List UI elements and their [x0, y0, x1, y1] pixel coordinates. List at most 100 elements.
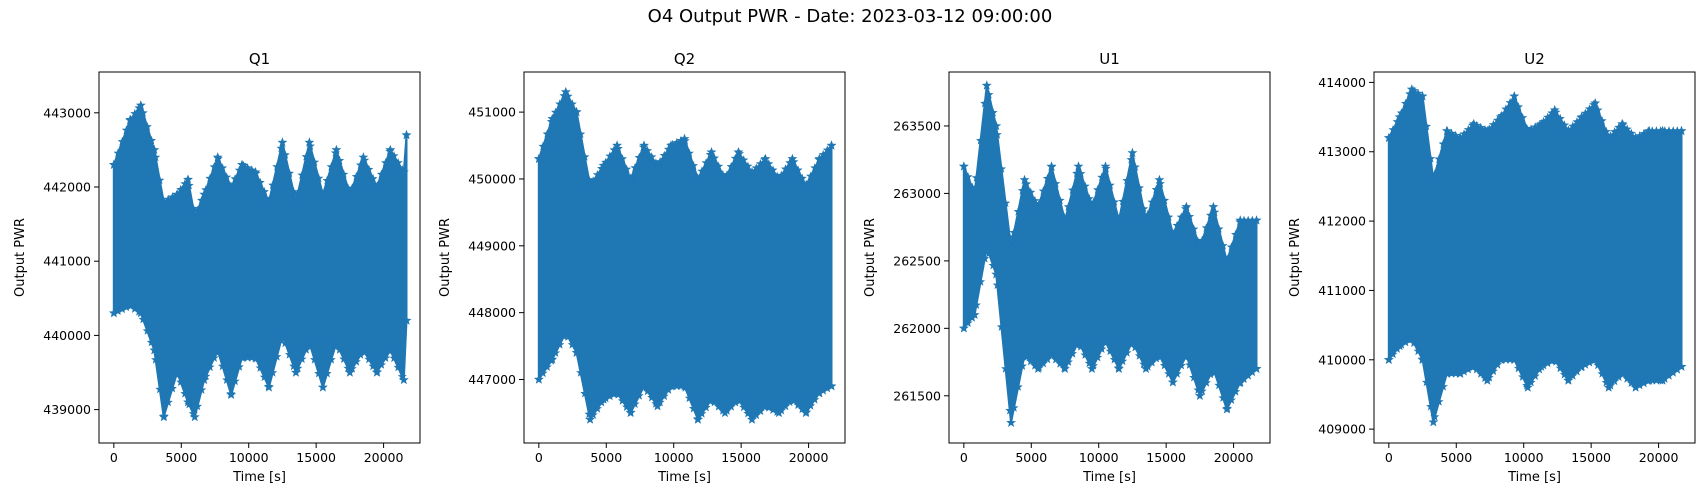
data-point	[969, 309, 980, 319]
data-point	[588, 410, 598, 419]
data-point	[551, 107, 561, 117]
data-point	[1563, 375, 1574, 385]
data-point	[730, 153, 740, 163]
data-point	[818, 149, 828, 159]
y-tick-label: 263500	[893, 118, 941, 133]
x-axis-label: Time [s]	[232, 470, 286, 485]
data-point	[1536, 361, 1547, 371]
data-point	[1505, 355, 1515, 364]
data-point	[1172, 220, 1182, 230]
data-point	[643, 145, 653, 155]
data-point	[376, 360, 386, 369]
data-point	[1635, 131, 1645, 140]
data-point	[639, 140, 649, 150]
data-point	[276, 335, 286, 345]
data-point	[250, 352, 261, 362]
data-point	[1518, 113, 1528, 122]
data-point	[981, 242, 992, 252]
x-tick-label: 5000	[1015, 450, 1047, 465]
data-point	[806, 401, 816, 410]
data-point	[1630, 382, 1641, 392]
data-point	[697, 409, 707, 418]
data-point	[617, 154, 627, 163]
data-point	[1114, 215, 1124, 225]
data-point	[1426, 401, 1436, 411]
data-point	[163, 194, 173, 204]
data-point	[818, 386, 828, 395]
data-point	[1555, 363, 1565, 373]
data-point	[651, 158, 661, 168]
data-point	[1143, 209, 1153, 219]
data-point	[1610, 127, 1620, 136]
data-point	[743, 408, 753, 418]
data-point	[151, 152, 161, 162]
data-point	[1243, 215, 1253, 225]
data-point	[625, 407, 636, 418]
data-point	[768, 405, 778, 414]
data-point	[1143, 362, 1153, 371]
data-point	[776, 405, 786, 415]
data-point	[280, 150, 290, 159]
data-point	[1438, 139, 1448, 148]
data-point	[1208, 363, 1219, 373]
data-point	[1568, 371, 1578, 380]
data-point	[684, 148, 694, 158]
data-point	[1046, 161, 1057, 171]
data-point	[305, 141, 315, 150]
y-tick-label: 409000	[1318, 422, 1366, 437]
data-point	[567, 99, 577, 108]
data-point	[622, 402, 632, 411]
x-tick-label: 5000	[165, 450, 197, 465]
data-point	[1226, 242, 1236, 251]
data-point	[718, 406, 728, 415]
data-point	[639, 381, 649, 391]
data-point	[393, 158, 403, 167]
data-point	[1495, 354, 1506, 364]
data-point	[1118, 196, 1128, 206]
subplot-title: Q1	[249, 50, 270, 68]
data-point	[218, 163, 228, 172]
data-point	[1214, 224, 1224, 233]
data-point	[284, 168, 294, 178]
axes-frame	[1373, 71, 1696, 444]
x-axis-label: Time [s]	[1507, 470, 1561, 485]
data-point	[776, 170, 786, 180]
data-point	[1617, 368, 1628, 378]
data-point	[1105, 346, 1115, 356]
data-point	[984, 248, 994, 258]
data-point	[1122, 348, 1132, 357]
data-point	[1513, 102, 1523, 111]
data-point	[1488, 366, 1498, 376]
data-point	[130, 304, 140, 313]
data-point	[679, 133, 690, 144]
data-point	[1447, 368, 1457, 378]
data-point	[317, 189, 328, 199]
data-point	[1097, 172, 1107, 182]
data-point	[218, 361, 228, 371]
data-point	[1518, 372, 1528, 381]
data-point	[339, 354, 349, 363]
data-point	[701, 158, 711, 167]
y-tick-label: 261500	[893, 388, 941, 403]
data-point	[108, 307, 119, 318]
data-point	[1005, 405, 1015, 415]
data-point	[1247, 367, 1257, 377]
data-point	[755, 159, 765, 168]
data-point	[1193, 236, 1203, 246]
data-point	[1463, 124, 1473, 134]
data-point	[1073, 336, 1084, 346]
data-point	[1476, 369, 1486, 378]
data-point	[1549, 104, 1560, 115]
data-point	[706, 394, 717, 404]
data-point	[401, 129, 412, 140]
data-point	[1383, 132, 1394, 143]
data-point	[672, 381, 682, 391]
data-point	[1639, 128, 1649, 138]
data-point	[1072, 168, 1082, 178]
data-point	[234, 362, 244, 371]
x-tick-label: 10000	[1504, 450, 1544, 465]
data-point	[1559, 370, 1569, 379]
data-point	[268, 368, 278, 377]
data-point	[364, 164, 374, 174]
data-point	[1243, 371, 1253, 380]
